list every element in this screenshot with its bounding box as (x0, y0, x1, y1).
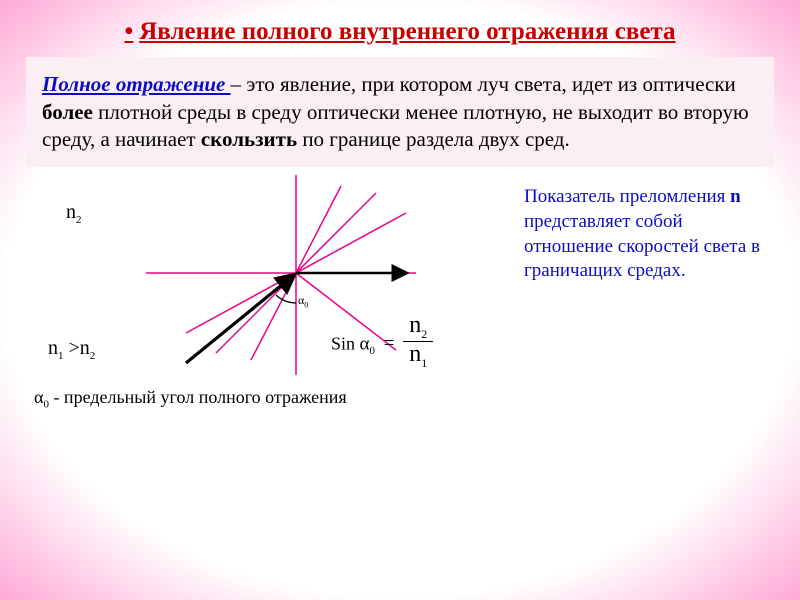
note-pre: Показатель преломления (524, 186, 730, 207)
n2-label: n2 (66, 201, 82, 226)
n1-letter: n (48, 337, 58, 359)
slide-title: •Явление полного внутреннего отражения с… (124, 16, 675, 47)
n1-gt: >n (64, 337, 90, 359)
n1-sub2: 2 (90, 350, 96, 362)
definition-box: Полное отражение – это явление, при кото… (26, 57, 774, 167)
num-n: n (409, 312, 421, 338)
den-n: n (409, 341, 421, 367)
angle-caption: α0 - предельный угол полного отражения (34, 387, 347, 411)
title-text: Явление полного внутреннего отражения св… (139, 18, 675, 45)
den-sub: 1 (421, 355, 427, 369)
definition-part1: – это явление, при котором луч света, ид… (231, 72, 736, 96)
alpha-label: α0 (298, 293, 308, 309)
formula-alpha-sub: 0 (369, 345, 375, 357)
definition-bold2: скользить (201, 127, 297, 151)
formula-eq: = (379, 333, 399, 354)
definition-after: по границе раздела двух сред. (297, 127, 570, 151)
bottom-area: n2 (26, 175, 774, 435)
fraction-num: n2 (403, 313, 433, 340)
n2-letter: n (66, 201, 76, 223)
note-post: представляет собой отношение скоростей с… (524, 211, 760, 281)
angle-arc (276, 295, 296, 303)
definition-bold1: более (42, 100, 93, 124)
definition-term: Полное отражение (42, 72, 231, 96)
fraction: n2n1 (403, 313, 433, 369)
title-container: •Явление полного внутреннего отражения с… (26, 16, 774, 47)
formula-alpha: α (360, 333, 370, 354)
slide: •Явление полного внутреннего отражения с… (0, 0, 800, 600)
fraction-den: n1 (403, 342, 433, 369)
refraction-note: Показатель преломления n представляет со… (524, 185, 774, 284)
sin-text: Sin (331, 333, 360, 353)
note-n: n (730, 186, 741, 207)
caption-text: - предельный угол полного отражения (49, 387, 347, 407)
title-bullet: • (124, 18, 133, 45)
n1-label: n1 >n2 (48, 337, 95, 362)
n2-sub: 2 (76, 214, 82, 226)
incident-ray (186, 275, 294, 363)
alpha-sub: 0 (304, 301, 308, 310)
formula: Sin α0 = n2n1 (331, 317, 433, 373)
num-sub: 2 (421, 327, 427, 341)
